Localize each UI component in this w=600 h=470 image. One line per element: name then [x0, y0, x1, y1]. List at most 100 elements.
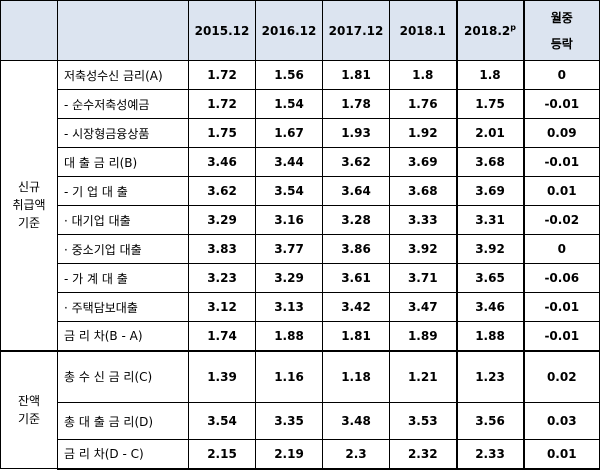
value-cell: 3.48 [322, 402, 390, 440]
row-label: - 순수저축성예금 [57, 89, 189, 119]
value-cell: 3.53 [389, 402, 457, 440]
value-cell: 1.93 [322, 118, 390, 148]
value-cell: 3.77 [255, 234, 323, 264]
value-cell: 1.89 [389, 321, 457, 351]
period-header: 2017.12 [322, 0, 390, 61]
value-cell: 3.62 [188, 176, 256, 206]
value-cell: 1.8 [455, 60, 525, 90]
value-cell: 3.46 [188, 147, 256, 177]
value-cell: 1.54 [255, 89, 323, 119]
row-label: 금 리 차(D - C) [57, 439, 189, 470]
value-cell: 3.33 [389, 205, 457, 235]
value-cell: 1.8 [389, 60, 457, 90]
change-cell: -0.02 [523, 205, 600, 235]
change-cell: -0.01 [523, 292, 600, 322]
group-label: 신규 [17, 180, 41, 195]
table-row: 총 대 출 금 리(D) 3.54 3.35 3.48 3.53 3.56 0.… [1, 402, 600, 440]
value-cell: 3.69 [455, 176, 525, 206]
value-cell: 1.23 [455, 349, 525, 403]
value-cell: 3.92 [455, 234, 525, 264]
value-cell: 3.56 [455, 402, 525, 440]
value-cell: 1.21 [389, 349, 457, 403]
change-cell: 0 [523, 60, 600, 90]
corner-cell [0, 0, 58, 61]
latest-period-label: 2018.2 [463, 24, 511, 38]
value-cell: 1.81 [322, 60, 390, 90]
change-cell: -0.01 [523, 321, 600, 351]
value-cell: 1.72 [188, 60, 256, 90]
value-cell: 3.28 [322, 205, 390, 235]
value-cell: 3.71 [389, 263, 457, 293]
group-label: 기준 [17, 411, 41, 426]
group-new-business: 신규 취급액 기준 [0, 60, 58, 351]
period-header: 2018.1 [389, 0, 457, 61]
value-cell: 2.3 [322, 439, 390, 470]
row-label: 대 출 금 리(B) [57, 147, 189, 177]
value-cell: 1.76 [389, 89, 457, 119]
value-cell: 3.83 [188, 234, 256, 264]
table-row: - 기 업 대 출 3.62 3.54 3.64 3.68 3.69 0.01 [1, 176, 600, 206]
value-cell: 2.01 [455, 118, 525, 148]
value-cell: 1.39 [188, 349, 256, 403]
value-cell: 3.86 [322, 234, 390, 264]
value-cell: 2.32 [389, 439, 457, 470]
value-cell: 3.23 [188, 263, 256, 293]
latest-period-header: 2018.2p [455, 0, 525, 61]
table-row: 대 출 금 리(B) 3.46 3.44 3.62 3.69 3.68 -0.0… [1, 147, 600, 177]
value-cell: 1.78 [322, 89, 390, 119]
group-label: 기준 [17, 216, 41, 231]
table-row: · 중소기업 대출 3.83 3.77 3.86 3.92 3.92 0 [1, 234, 600, 264]
table-row: - 시장형금융상품 1.75 1.67 1.93 1.92 2.01 0.09 [1, 118, 600, 148]
group-label: 잔액 [17, 393, 41, 408]
row-label: - 가 계 대 출 [57, 263, 189, 293]
table-row: · 주택담보대출 3.12 3.13 3.42 3.47 3.46 -0.01 [1, 292, 600, 322]
row-label: · 중소기업 대출 [57, 234, 189, 264]
value-cell: 1.56 [255, 60, 323, 90]
table-row: 잔액 기준 총 수 신 금 리(C) 1.39 1.16 1.18 1.21 1… [0, 349, 600, 469]
change-header-line1: 월중 [550, 10, 573, 25]
change-header-line2: 등락 [550, 36, 573, 51]
change-cell: -0.06 [523, 263, 600, 293]
value-cell: 1.16 [255, 349, 323, 403]
value-cell: 3.31 [455, 205, 525, 235]
value-cell: 3.68 [455, 147, 525, 177]
value-cell: 1.88 [455, 321, 525, 351]
change-cell: 0.01 [523, 176, 600, 206]
row-label: 금 리 차(B - A) [57, 321, 189, 351]
change-cell: 0.01 [523, 439, 600, 470]
change-cell: 0.02 [523, 349, 600, 403]
group-label: 취급액 [12, 198, 46, 213]
value-cell: 3.16 [255, 205, 323, 235]
value-cell: 3.13 [255, 292, 323, 322]
value-cell: 1.74 [188, 321, 256, 351]
table-row: 금 리 차(B - A) 1.74 1.88 1.81 1.89 1.88 -0… [1, 321, 600, 351]
row-label: 총 수 신 금 리(C) [57, 349, 189, 403]
value-cell: 3.29 [188, 205, 256, 235]
value-cell: 2.19 [255, 439, 323, 470]
value-cell: 2.33 [455, 439, 525, 470]
table-row: - 순수저축성예금 1.72 1.54 1.78 1.76 1.75 -0.01 [1, 89, 600, 119]
value-cell: 1.75 [188, 118, 256, 148]
value-cell: 3.65 [455, 263, 525, 293]
value-cell: 3.35 [255, 402, 323, 440]
row-label: · 대기업 대출 [57, 205, 189, 235]
table-row: - 가 계 대 출 3.23 3.29 3.61 3.71 3.65 -0.06 [1, 263, 600, 293]
value-cell: 3.29 [255, 263, 323, 293]
value-cell: 3.54 [255, 176, 323, 206]
preliminary-marker: p [510, 23, 517, 32]
group-outstanding-balance: 잔액 기준 [0, 349, 58, 469]
row-label: - 시장형금융상품 [57, 118, 189, 148]
value-cell: 2.15 [188, 439, 256, 470]
value-cell: 1.88 [255, 321, 323, 351]
value-cell: 3.61 [322, 263, 390, 293]
value-cell: 1.75 [455, 89, 525, 119]
table-row: 금 리 차(D - C) 2.15 2.19 2.3 2.32 2.33 0.0… [1, 439, 600, 470]
value-cell: 3.68 [389, 176, 457, 206]
value-cell: 3.62 [322, 147, 390, 177]
row-label: 저축성수신 금리(A) [57, 60, 189, 90]
change-cell: 0.09 [523, 118, 600, 148]
change-cell: 0.03 [523, 402, 600, 440]
row-label: · 주택담보대출 [57, 292, 189, 322]
period-header: 2016.12 [255, 0, 323, 61]
change-cell: -0.01 [523, 89, 600, 119]
